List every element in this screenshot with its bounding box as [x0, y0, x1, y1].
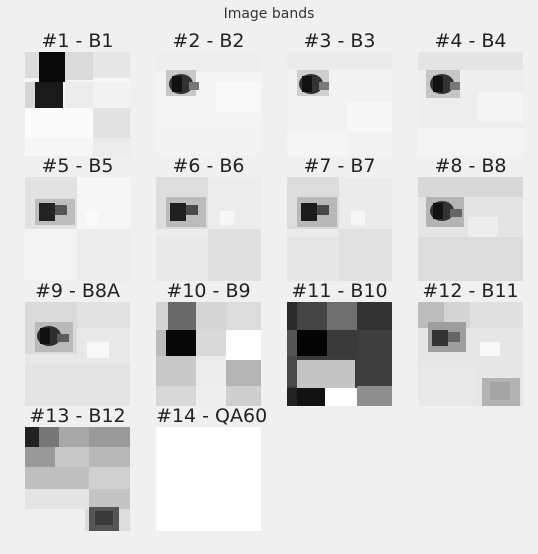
band-label: #12 - B11: [422, 280, 519, 302]
band-label: #1 - B1: [41, 30, 114, 52]
band-image: [287, 177, 392, 281]
band-panel-b12: #13 - B12: [25, 405, 130, 531]
band-panel-b9: #10 - B9: [156, 280, 261, 406]
band-panel-b4: #4 - B4: [418, 30, 523, 156]
band-panel-b6: #6 - B6: [156, 155, 261, 281]
band-label: #2 - B2: [172, 30, 245, 52]
band-image: [156, 427, 261, 531]
band-label: #6 - B6: [172, 155, 245, 177]
band-image: [25, 177, 130, 281]
band-image: [287, 52, 392, 156]
band-label: #11 - B10: [291, 280, 388, 302]
band-image: [418, 302, 523, 406]
band-image: [156, 177, 261, 281]
band-image: [25, 302, 130, 406]
band-label: #13 - B12: [29, 405, 126, 427]
band-label: #7 - B7: [303, 155, 376, 177]
band-panel-b3: #3 - B3: [287, 30, 392, 156]
band-label: #5 - B5: [41, 155, 114, 177]
band-panel-b7: #7 - B7: [287, 155, 392, 281]
band-image: [156, 52, 261, 156]
band-image: [156, 302, 261, 406]
band-label: #14 - QA60: [156, 405, 268, 427]
band-panel-b2: #2 - B2: [156, 30, 261, 156]
band-panel-b8: #8 - B8: [418, 155, 523, 281]
band-panel-b10: #11 - B10: [287, 280, 392, 406]
band-panel-b1: #1 - B1: [25, 30, 130, 156]
band-image: [25, 52, 130, 156]
figure-title: Image bands: [223, 6, 315, 22]
band-label: #4 - B4: [434, 30, 507, 52]
band-label: #9 - B8A: [34, 280, 121, 302]
band-image: [418, 177, 523, 281]
band-panel-qa60: #14 - QA60: [156, 405, 268, 531]
band-label: #8 - B8: [434, 155, 507, 177]
band-panel-b11: #12 - B11: [418, 280, 523, 406]
band-panel-b5: #5 - B5: [25, 155, 130, 281]
band-label: #10 - B9: [166, 280, 251, 302]
band-image: [287, 302, 392, 406]
band-label: #3 - B3: [303, 30, 376, 52]
band-panel-b8a: #9 - B8A: [25, 280, 130, 406]
band-image: [418, 52, 523, 156]
band-image: [25, 427, 130, 531]
